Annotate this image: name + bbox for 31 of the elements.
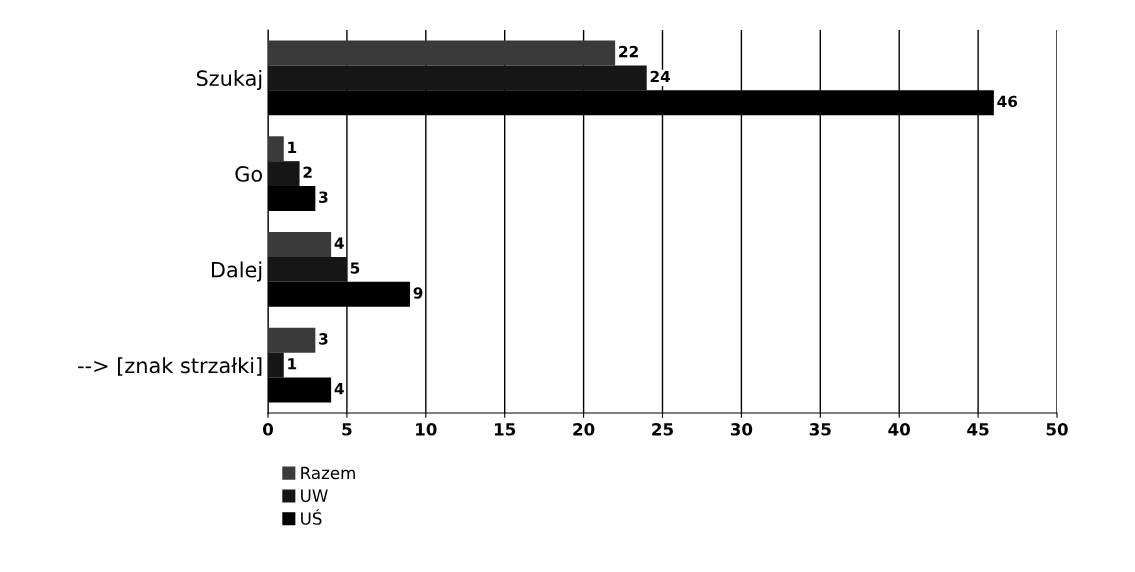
data-label: 3 bbox=[319, 191, 328, 203]
bar bbox=[268, 65, 647, 91]
y-tick-label: Go bbox=[235, 166, 262, 182]
x-tick-label: 0 bbox=[263, 423, 273, 436]
data-label: 46 bbox=[997, 95, 1018, 108]
x-tick-label: 40 bbox=[888, 423, 910, 436]
x-tick-label: 25 bbox=[652, 423, 673, 436]
y-tick-label: Dalej bbox=[211, 261, 262, 282]
x-tick-label: 50 bbox=[1046, 423, 1068, 436]
y-tick-label: Szukaj bbox=[196, 69, 262, 91]
data-label: 1 bbox=[288, 141, 297, 153]
x-tick-label: 5 bbox=[342, 423, 352, 436]
legend-label: Razem bbox=[301, 466, 355, 480]
data-label: 24 bbox=[650, 70, 671, 83]
legend-label: UW bbox=[301, 489, 328, 502]
x-tick-label: 30 bbox=[730, 423, 753, 436]
legend-label: UŚ bbox=[301, 509, 322, 525]
x-tick-label: 20 bbox=[573, 423, 595, 436]
x-tick-label: 15 bbox=[494, 423, 516, 436]
x-tick-label: 45 bbox=[967, 423, 989, 436]
x-tick-label: 35 bbox=[809, 423, 831, 436]
data-label: 5 bbox=[350, 262, 360, 274]
data-label: 22 bbox=[619, 45, 638, 58]
y-tick-label: --> [znak strzałki] bbox=[78, 357, 262, 376]
x-tick-label: 10 bbox=[416, 423, 437, 436]
data-label: 4 bbox=[334, 383, 344, 395]
data-label: 2 bbox=[303, 166, 312, 178]
data-label: 1 bbox=[288, 358, 297, 370]
data-label: 9 bbox=[413, 287, 423, 299]
data-label: 4 bbox=[334, 237, 344, 249]
data-label: 3 bbox=[319, 333, 328, 345]
